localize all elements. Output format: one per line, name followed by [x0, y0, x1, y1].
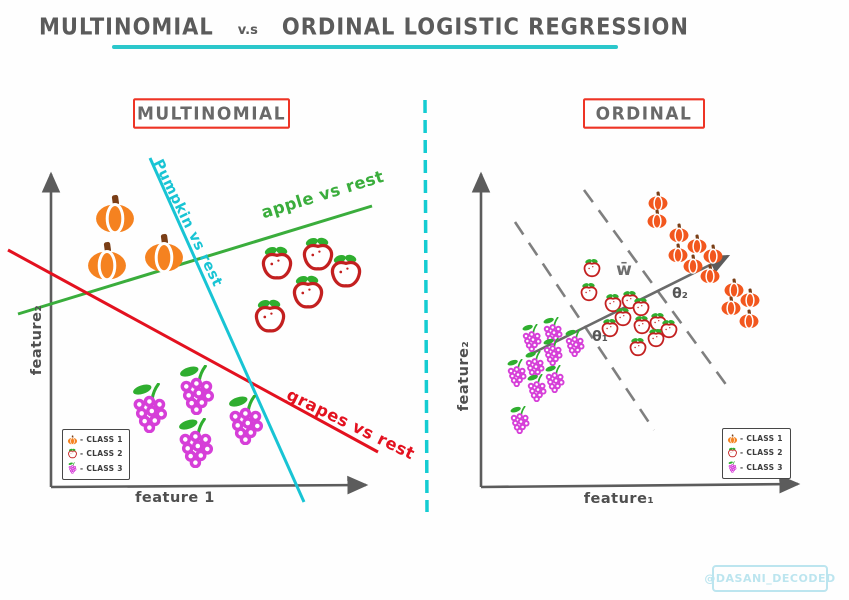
apple-point: [583, 257, 601, 278]
pumpkin-icon: [67, 435, 78, 445]
legend-item-class-3: - CLASS 3: [67, 462, 125, 474]
grapes-point: [176, 418, 215, 468]
apple-icon: [67, 448, 78, 459]
panel-divider-dashed-line: [423, 99, 429, 513]
right-y-axis-label: feature₂: [456, 340, 472, 412]
pumpkin-vs-rest-line: [148, 157, 306, 503]
left-x-axis-label: feature 1: [135, 490, 215, 506]
pumpkin-icon: [727, 434, 738, 444]
apple-point: [261, 244, 293, 280]
left-legend-box: - CLASS 1 - CLASS 2 - CLASS 3: [62, 429, 130, 480]
title-ordinal-logistic-regression: ORDINAL LOGISTIC REGRESSION: [281, 13, 689, 41]
right-pumpkin-points: [646, 191, 761, 329]
pumpkin-point: [738, 309, 760, 329]
title-underline: [112, 45, 618, 49]
grapes-point: [177, 365, 216, 415]
left-apple-points: [254, 235, 362, 333]
title-multinomial: MULTINOMIAL: [39, 13, 214, 41]
multinomial-panel-header: MULTINOMIAL: [133, 98, 290, 129]
pumpkin-point: [668, 223, 690, 243]
left-pumpkin-points: [86, 194, 185, 281]
pumpkin-point: [94, 194, 136, 234]
legend-item-class-3: - CLASS 3: [727, 461, 786, 473]
legend-item-class-1: - CLASS 1: [67, 435, 125, 445]
page-title: MULTINOMIAL v.s ORDINAL LOGISTIC REGRESS…: [0, 13, 728, 41]
apple-point: [580, 281, 598, 302]
right-x-axis: [480, 474, 801, 494]
grapes-point: [520, 324, 543, 352]
watermark-badge: @DASANI_DECODED: [704, 565, 835, 592]
grapes-point: [130, 383, 169, 433]
legend-item-class-2: - CLASS 2: [727, 447, 786, 458]
apple-point: [629, 336, 647, 357]
apple-point: [632, 296, 650, 317]
threshold-2-dashed-line: [582, 189, 732, 391]
weight-vector-label: w̄: [616, 260, 632, 280]
apple-point: [633, 314, 651, 335]
pumpkin-point: [667, 243, 689, 263]
right-grape-points: [505, 317, 586, 434]
grapes-point: [508, 406, 531, 434]
right-legend-box: - CLASS 1 - CLASS 2 - CLASS 3: [722, 428, 791, 479]
legend-label: - CLASS 3: [80, 463, 123, 473]
apple-point: [604, 292, 622, 313]
pumpkin-point: [723, 278, 745, 298]
legend-label: - CLASS 2: [80, 448, 123, 458]
legend-item-class-1: - CLASS 1: [727, 434, 786, 444]
theta-2-label: θ₂: [672, 286, 688, 302]
right-x-axis-label: feature₁: [583, 491, 655, 507]
grapes-icon: [727, 461, 738, 473]
grapes-point: [505, 359, 528, 387]
apple-point: [647, 327, 665, 348]
pumpkin-point: [646, 209, 668, 229]
pumpkin-point: [647, 191, 669, 211]
title-vs: v.s: [237, 23, 258, 38]
pumpkin-point: [143, 233, 185, 273]
ordinal-panel-header: ORDINAL: [583, 98, 705, 129]
legend-label: - CLASS 2: [740, 447, 783, 457]
apple-point: [292, 273, 324, 309]
grapes-point: [563, 329, 586, 357]
apple-point: [614, 306, 632, 327]
apple-point: [254, 297, 286, 333]
pumpkin-point: [686, 234, 708, 254]
apple-point: [660, 318, 678, 339]
legend-label: - CLASS 1: [740, 434, 783, 444]
legend-label: - CLASS 3: [740, 462, 783, 472]
grapes-vs-rest-line: [7, 248, 379, 454]
apple-point: [330, 252, 362, 288]
apple-icon: [727, 447, 738, 458]
pumpkin-point: [86, 241, 128, 281]
pumpkin-point: [720, 296, 742, 316]
legend-item-class-2: - CLASS 2: [67, 448, 125, 459]
grapes-point: [543, 365, 566, 393]
grapes-icon: [67, 462, 78, 474]
legend-label: - CLASS 1: [80, 435, 123, 445]
left-y-axis-label: feature₂: [29, 304, 45, 376]
grapes-point: [541, 338, 564, 366]
left-x-axis: [50, 475, 369, 495]
theta-1-label: θ₁: [592, 329, 608, 345]
grapes-point: [525, 374, 548, 402]
apple-point: [302, 235, 334, 271]
